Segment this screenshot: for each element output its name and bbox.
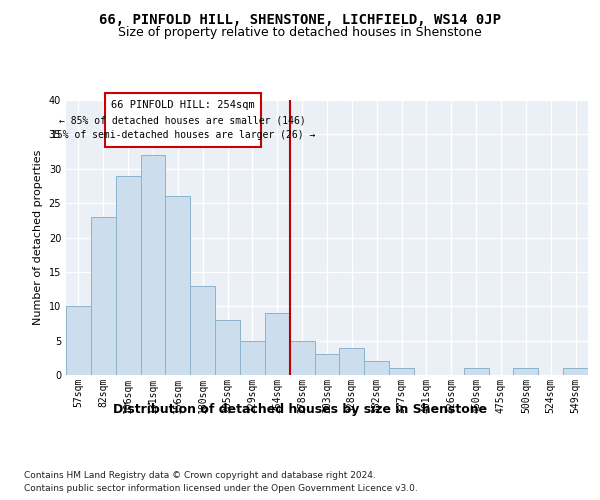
Bar [166, 196, 190, 375]
Bar [514, 368, 538, 375]
Bar [240, 340, 265, 375]
Text: 15% of semi-detached houses are larger (26) →: 15% of semi-detached houses are larger (… [50, 130, 315, 140]
Text: Contains public sector information licensed under the Open Government Licence v3: Contains public sector information licen… [24, 484, 418, 493]
Text: ← 85% of detached houses are smaller (146): ← 85% of detached houses are smaller (14… [59, 115, 306, 125]
Bar [364, 361, 389, 375]
Bar [314, 354, 340, 375]
Bar [190, 286, 215, 375]
Bar [340, 348, 364, 375]
Text: Contains HM Land Registry data © Crown copyright and database right 2024.: Contains HM Land Registry data © Crown c… [24, 471, 376, 480]
Bar [66, 306, 91, 375]
Bar [563, 368, 588, 375]
Text: 66 PINFOLD HILL: 254sqm: 66 PINFOLD HILL: 254sqm [111, 100, 255, 110]
Bar [265, 313, 290, 375]
Bar [290, 340, 314, 375]
Text: Distribution of detached houses by size in Shenstone: Distribution of detached houses by size … [113, 402, 487, 415]
Bar [91, 217, 116, 375]
Bar [104, 93, 261, 147]
Bar [389, 368, 414, 375]
Text: 66, PINFOLD HILL, SHENSTONE, LICHFIELD, WS14 0JP: 66, PINFOLD HILL, SHENSTONE, LICHFIELD, … [99, 12, 501, 26]
Bar [116, 176, 140, 375]
Bar [140, 155, 166, 375]
Bar [215, 320, 240, 375]
Text: Size of property relative to detached houses in Shenstone: Size of property relative to detached ho… [118, 26, 482, 39]
Bar [464, 368, 488, 375]
Y-axis label: Number of detached properties: Number of detached properties [33, 150, 43, 325]
